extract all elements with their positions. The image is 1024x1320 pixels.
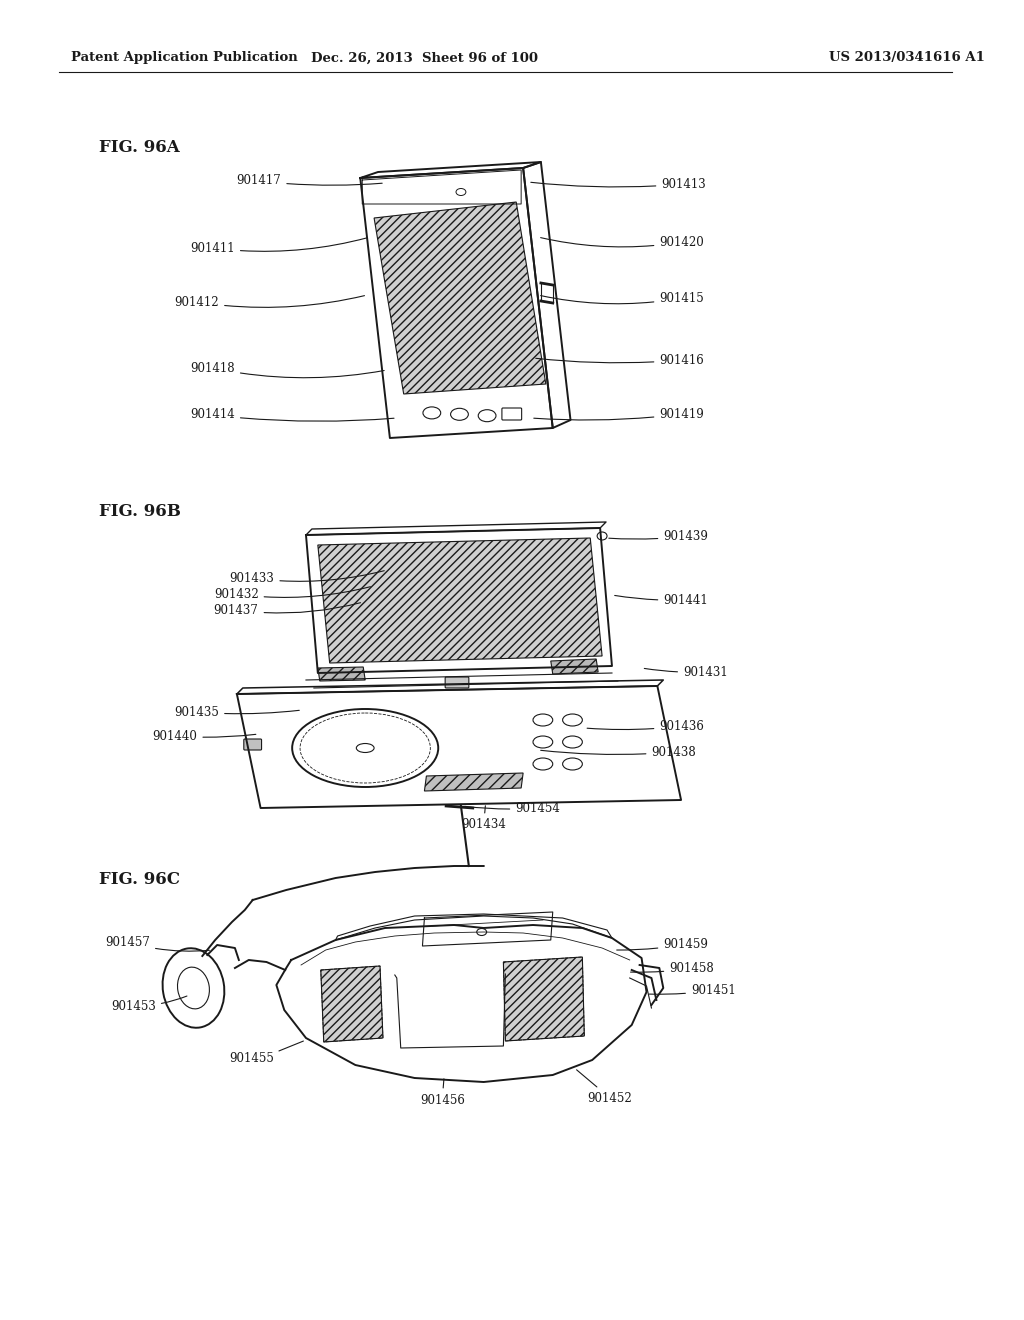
Polygon shape: [551, 659, 598, 675]
Polygon shape: [504, 957, 585, 1041]
Polygon shape: [321, 966, 383, 1041]
Text: US 2013/0341616 A1: US 2013/0341616 A1: [829, 51, 985, 65]
Text: 901416: 901416: [536, 354, 705, 367]
Text: 901417: 901417: [237, 174, 382, 187]
Text: 901433: 901433: [229, 570, 384, 585]
Text: 901420: 901420: [541, 235, 705, 248]
Text: 901415: 901415: [541, 292, 705, 305]
Text: 901457: 901457: [105, 936, 210, 952]
Text: 901459: 901459: [616, 937, 709, 950]
Text: 901437: 901437: [214, 603, 360, 616]
Text: 901414: 901414: [190, 408, 394, 421]
Text: 901439: 901439: [609, 529, 709, 543]
Polygon shape: [317, 667, 366, 681]
Polygon shape: [374, 202, 546, 393]
Text: 901418: 901418: [190, 362, 384, 378]
Text: 901454: 901454: [465, 801, 560, 814]
Text: 901432: 901432: [214, 586, 371, 601]
Text: 901412: 901412: [174, 296, 365, 309]
Text: 901438: 901438: [541, 746, 696, 759]
Text: 901440: 901440: [153, 730, 256, 742]
Text: 901458: 901458: [631, 961, 714, 974]
Text: 901456: 901456: [420, 1078, 465, 1106]
FancyBboxPatch shape: [244, 739, 261, 750]
Text: 901453: 901453: [111, 997, 187, 1012]
Polygon shape: [317, 539, 602, 663]
Text: Patent Application Publication: Patent Application Publication: [71, 51, 298, 65]
Text: 901419: 901419: [534, 408, 705, 421]
Text: 901436: 901436: [587, 719, 705, 733]
Text: 901452: 901452: [577, 1069, 633, 1105]
Text: 901434: 901434: [461, 805, 506, 832]
Text: 901451: 901451: [649, 983, 735, 997]
Text: FIG. 96B: FIG. 96B: [98, 503, 180, 520]
Text: FIG. 96A: FIG. 96A: [98, 140, 179, 157]
Text: 901431: 901431: [644, 665, 728, 678]
Text: 901441: 901441: [614, 594, 708, 606]
Text: Dec. 26, 2013  Sheet 96 of 100: Dec. 26, 2013 Sheet 96 of 100: [311, 51, 538, 65]
Text: 901435: 901435: [174, 705, 299, 718]
FancyBboxPatch shape: [445, 677, 469, 688]
Polygon shape: [424, 774, 523, 791]
Text: FIG. 96C: FIG. 96C: [98, 871, 179, 888]
Text: 901413: 901413: [530, 177, 707, 190]
Text: 901411: 901411: [190, 238, 368, 255]
Text: 901455: 901455: [229, 1052, 274, 1064]
